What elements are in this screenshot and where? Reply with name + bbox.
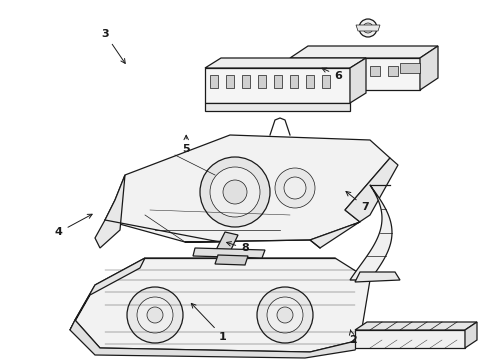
Polygon shape [242, 75, 250, 88]
Circle shape [284, 177, 306, 199]
Text: 6: 6 [322, 68, 342, 81]
Circle shape [147, 307, 163, 323]
Polygon shape [258, 75, 266, 88]
Polygon shape [370, 66, 380, 76]
Circle shape [257, 287, 313, 343]
Polygon shape [75, 258, 370, 352]
Polygon shape [274, 75, 282, 88]
Polygon shape [350, 185, 392, 280]
Polygon shape [290, 58, 420, 90]
Polygon shape [388, 66, 398, 76]
Polygon shape [465, 322, 477, 348]
Text: 3: 3 [101, 29, 125, 63]
Circle shape [200, 157, 270, 227]
Circle shape [275, 168, 315, 208]
Text: 2: 2 [349, 330, 357, 345]
Polygon shape [334, 66, 344, 76]
Polygon shape [420, 46, 438, 90]
Circle shape [363, 23, 373, 33]
Polygon shape [355, 322, 477, 330]
Polygon shape [205, 103, 350, 111]
Polygon shape [298, 66, 308, 76]
Polygon shape [193, 248, 265, 258]
Polygon shape [290, 46, 438, 58]
Polygon shape [105, 135, 390, 242]
Polygon shape [350, 58, 366, 103]
Polygon shape [306, 75, 314, 88]
Polygon shape [290, 75, 298, 88]
Circle shape [267, 297, 303, 333]
Polygon shape [316, 66, 326, 76]
Polygon shape [356, 25, 380, 31]
Text: 7: 7 [346, 192, 369, 212]
Polygon shape [215, 232, 238, 256]
Polygon shape [352, 66, 362, 76]
Polygon shape [226, 75, 234, 88]
Polygon shape [400, 63, 420, 73]
Text: 5: 5 [182, 135, 190, 154]
Circle shape [137, 297, 173, 333]
Polygon shape [355, 330, 465, 348]
Circle shape [277, 307, 293, 323]
Polygon shape [70, 320, 360, 358]
Circle shape [223, 180, 247, 204]
Polygon shape [70, 258, 145, 330]
Polygon shape [215, 255, 248, 265]
Polygon shape [322, 75, 330, 88]
Circle shape [359, 19, 377, 37]
Polygon shape [210, 75, 218, 88]
Text: 4: 4 [55, 214, 92, 237]
Circle shape [127, 287, 183, 343]
Polygon shape [355, 272, 400, 282]
Polygon shape [310, 158, 398, 248]
Text: 1: 1 [191, 303, 227, 342]
Polygon shape [95, 175, 125, 248]
Polygon shape [205, 58, 366, 68]
Polygon shape [205, 68, 350, 103]
Text: 8: 8 [226, 242, 249, 253]
Circle shape [210, 167, 260, 217]
